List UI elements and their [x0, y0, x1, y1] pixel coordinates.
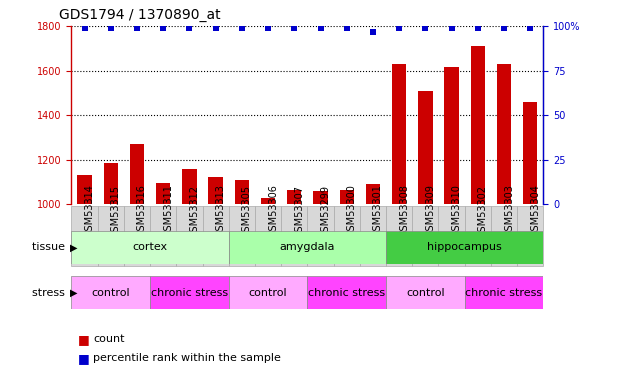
Bar — [340, 190, 354, 204]
Point — [106, 25, 116, 31]
Bar — [130, 144, 144, 204]
Bar — [97, 206, 124, 266]
Text: GSM53307: GSM53307 — [294, 184, 304, 237]
Bar — [261, 198, 275, 204]
Text: GSM53303: GSM53303 — [504, 184, 514, 237]
Text: cortex: cortex — [132, 243, 168, 252]
Bar — [124, 206, 150, 266]
Bar — [287, 190, 302, 204]
Bar — [229, 206, 255, 266]
Bar — [150, 276, 229, 309]
Point — [132, 25, 142, 31]
Text: GSM53306: GSM53306 — [268, 184, 278, 237]
Point — [342, 25, 351, 31]
Point — [211, 25, 220, 31]
Text: amygdala: amygdala — [279, 243, 335, 252]
Bar — [418, 91, 433, 204]
Text: GSM53301: GSM53301 — [373, 184, 383, 237]
Bar — [333, 206, 360, 266]
Text: ■: ■ — [78, 352, 89, 364]
Bar — [471, 46, 485, 204]
Point — [473, 25, 483, 31]
Text: GSM53315: GSM53315 — [111, 184, 120, 237]
Text: count: count — [93, 334, 125, 344]
Point — [158, 25, 168, 31]
Bar — [150, 206, 176, 266]
Text: GSM53312: GSM53312 — [189, 184, 199, 237]
Text: hippocampus: hippocampus — [427, 243, 502, 252]
Text: GSM53305: GSM53305 — [242, 184, 252, 237]
Point — [237, 25, 247, 31]
Text: chronic stress: chronic stress — [466, 288, 543, 297]
Text: chronic stress: chronic stress — [308, 288, 385, 297]
Bar — [360, 206, 386, 266]
Point — [263, 25, 273, 31]
Text: GSM53299: GSM53299 — [320, 184, 330, 237]
Point — [525, 25, 535, 31]
Point — [315, 25, 325, 31]
Text: stress: stress — [32, 288, 68, 297]
Bar — [386, 231, 543, 264]
Text: GSM53311: GSM53311 — [163, 184, 173, 237]
Bar — [465, 206, 491, 266]
Bar — [438, 206, 465, 266]
Text: percentile rank within the sample: percentile rank within the sample — [93, 353, 281, 363]
Bar — [465, 276, 543, 309]
Text: GSM53302: GSM53302 — [478, 184, 488, 237]
Point — [184, 25, 194, 31]
Text: tissue: tissue — [32, 243, 68, 252]
Text: control: control — [406, 288, 445, 297]
Text: ▶: ▶ — [70, 288, 77, 297]
Text: ■: ■ — [78, 333, 89, 346]
Text: GSM53313: GSM53313 — [215, 184, 225, 237]
Bar — [156, 183, 170, 204]
Bar — [229, 231, 386, 264]
Bar — [386, 276, 465, 309]
Bar — [255, 206, 281, 266]
Bar — [523, 102, 538, 204]
Bar — [392, 64, 406, 204]
Point — [499, 25, 509, 31]
Text: control: control — [91, 288, 130, 297]
Bar — [104, 163, 118, 204]
Bar — [209, 177, 223, 204]
Point — [289, 25, 299, 31]
Text: chronic stress: chronic stress — [151, 288, 228, 297]
Point — [79, 25, 89, 31]
Text: GSM53314: GSM53314 — [84, 184, 94, 237]
Bar — [445, 68, 459, 204]
Bar — [497, 64, 511, 204]
Text: GSM53304: GSM53304 — [530, 184, 540, 237]
Point — [420, 25, 430, 31]
Text: GSM53310: GSM53310 — [451, 184, 461, 237]
Text: control: control — [249, 288, 288, 297]
Bar — [71, 206, 97, 266]
Text: ▶: ▶ — [70, 243, 77, 252]
Point — [394, 25, 404, 31]
Point — [368, 28, 378, 34]
Bar — [307, 206, 333, 266]
Bar — [176, 206, 202, 266]
Text: GDS1794 / 1370890_at: GDS1794 / 1370890_at — [59, 8, 220, 21]
Text: GSM53309: GSM53309 — [425, 184, 435, 237]
Bar — [307, 276, 386, 309]
Bar — [491, 206, 517, 266]
Bar — [281, 206, 307, 266]
Text: GSM53308: GSM53308 — [399, 184, 409, 237]
Text: GSM53316: GSM53316 — [137, 184, 147, 237]
Bar — [202, 206, 229, 266]
Bar — [78, 176, 92, 204]
Bar — [235, 180, 249, 204]
Bar — [386, 206, 412, 266]
Bar — [517, 206, 543, 266]
Point — [446, 25, 456, 31]
Bar — [313, 191, 328, 204]
Bar — [71, 276, 150, 309]
Bar — [229, 276, 307, 309]
Bar — [366, 184, 380, 204]
Bar — [71, 231, 229, 264]
Bar — [182, 169, 197, 204]
Text: GSM53300: GSM53300 — [347, 184, 356, 237]
Bar — [412, 206, 438, 266]
